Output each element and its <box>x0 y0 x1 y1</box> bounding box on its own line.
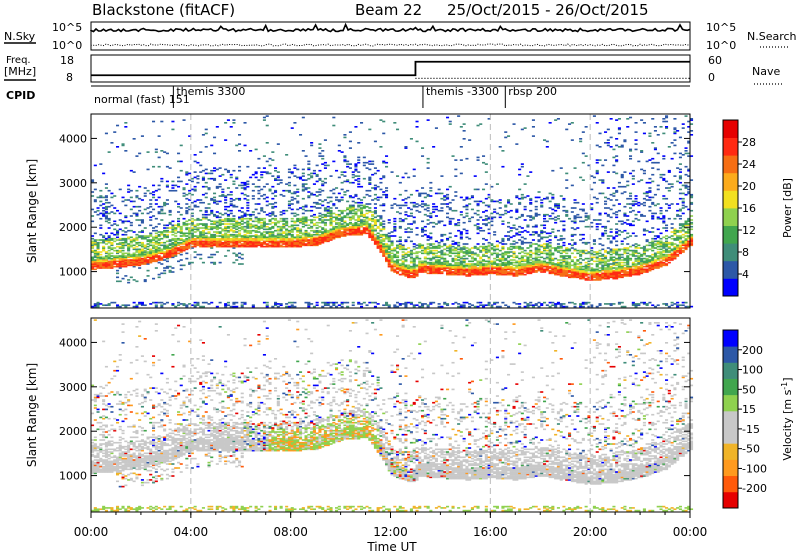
colorbar-swatch <box>723 395 738 412</box>
colorbar-swatch <box>723 379 738 396</box>
colorbar-swatch <box>723 278 738 296</box>
colorbar-swatch <box>723 208 738 226</box>
colorbar-tick-label: 24 <box>742 158 756 171</box>
vel-y-axis-title: Slant Range [km] <box>25 363 39 467</box>
colorbar-swatch <box>723 243 738 261</box>
freq-tick-high: 18 <box>60 54 74 67</box>
date-range: 25/Oct/2015 - 26/Oct/2015 <box>447 1 649 19</box>
x-tick-label: 12:00 <box>373 525 408 539</box>
nave-tick-high: 60 <box>708 54 722 67</box>
nsearch-series <box>91 44 690 46</box>
cpid-segment-label: themis 3300 <box>176 85 245 98</box>
power-y-axis-title: Slant Range [km] <box>25 159 39 263</box>
nave-label: Nave <box>752 65 780 78</box>
colorbar-tick-label: -100 <box>742 462 767 475</box>
colorbar-title: Velocity [m s-1] <box>780 377 794 460</box>
colorbar-tick-label: 4 <box>742 268 749 281</box>
colorbar-tick-label: 8 <box>742 246 749 259</box>
colorbar-swatch <box>723 190 738 208</box>
nave-tick-low: 0 <box>708 71 715 84</box>
nsky-tick-low: 10^0 <box>52 39 82 52</box>
station-title: Blackstone (fitACF) <box>92 1 235 19</box>
freq-panel <box>91 55 690 82</box>
x-tick-label: 16:00 <box>473 525 508 539</box>
colorbar-swatch <box>723 261 738 279</box>
colorbar-title: Power [dB] <box>781 178 794 238</box>
y-tick-label: 4000 <box>59 336 87 349</box>
nsky-series <box>91 25 690 32</box>
colorbar-swatch <box>723 411 738 428</box>
nsearch-tick-low: 10^0 <box>706 39 736 52</box>
colorbar-swatch <box>723 330 738 347</box>
colorbar-swatch <box>723 476 738 493</box>
colorbar-swatch <box>723 226 738 244</box>
freq-tick-low: 8 <box>66 71 73 84</box>
colorbar-swatch <box>723 492 738 509</box>
cpid-segment-label: rbsp 200 <box>508 85 557 98</box>
nsearch-tick-high: 10^5 <box>706 21 736 34</box>
beam-label: Beam 22 <box>355 1 422 19</box>
x-tick-label: 00:00 <box>74 525 109 539</box>
colorbar-swatch <box>723 120 738 138</box>
colorbar-swatch <box>723 459 738 476</box>
nsky-label: N.Sky <box>4 30 36 43</box>
y-tick-label: 2000 <box>59 221 87 234</box>
colorbar-tick-label: 100 <box>742 364 763 377</box>
y-tick-label: 2000 <box>59 425 87 438</box>
colorbar-swatch <box>723 362 738 379</box>
colorbar-tick-label: -200 <box>742 482 767 495</box>
x-tick-label: 00:00 <box>673 525 708 539</box>
x-tick-label: 04:00 <box>174 525 209 539</box>
y-tick-label: 3000 <box>59 381 87 394</box>
colorbar-swatch <box>723 427 738 444</box>
colorbar-tick-label: 50 <box>742 383 756 396</box>
colorbar-tick-label: 200 <box>742 344 763 357</box>
cpid-label: CPID <box>6 89 35 102</box>
y-tick-label: 1000 <box>59 470 87 483</box>
y-tick-label: 1000 <box>59 266 87 279</box>
freq-unit: [MHz] <box>4 65 36 78</box>
y-tick-label: 4000 <box>59 132 87 145</box>
colorbar-tick-label: 15 <box>742 403 756 416</box>
colorbar-swatch <box>723 443 738 460</box>
colorbar-tick-label: 12 <box>742 224 756 237</box>
nsky-tick-high: 10^5 <box>52 21 82 34</box>
colorbar-tick-label: 28 <box>742 136 756 149</box>
x-tick-label: 08:00 <box>273 525 308 539</box>
colorbar-tick-label: -50 <box>742 443 760 456</box>
colorbar-tick-label: 16 <box>742 202 756 215</box>
colorbar-tick-label: 20 <box>742 180 756 193</box>
freq-series <box>91 62 690 76</box>
y-tick-label: 3000 <box>59 177 87 190</box>
colorbar-swatch <box>723 346 738 363</box>
colorbar-swatch <box>723 138 738 156</box>
cpid-segment-label: themis -3300 <box>426 85 499 98</box>
colorbar-swatch <box>723 173 738 191</box>
nsearch-label: N.Search <box>747 30 797 43</box>
colorbar-tick-label: -15 <box>742 423 760 436</box>
colorbar-swatch <box>723 155 738 173</box>
x-tick-label: 20:00 <box>573 525 608 539</box>
x-axis-title: Time UT <box>366 540 417 554</box>
